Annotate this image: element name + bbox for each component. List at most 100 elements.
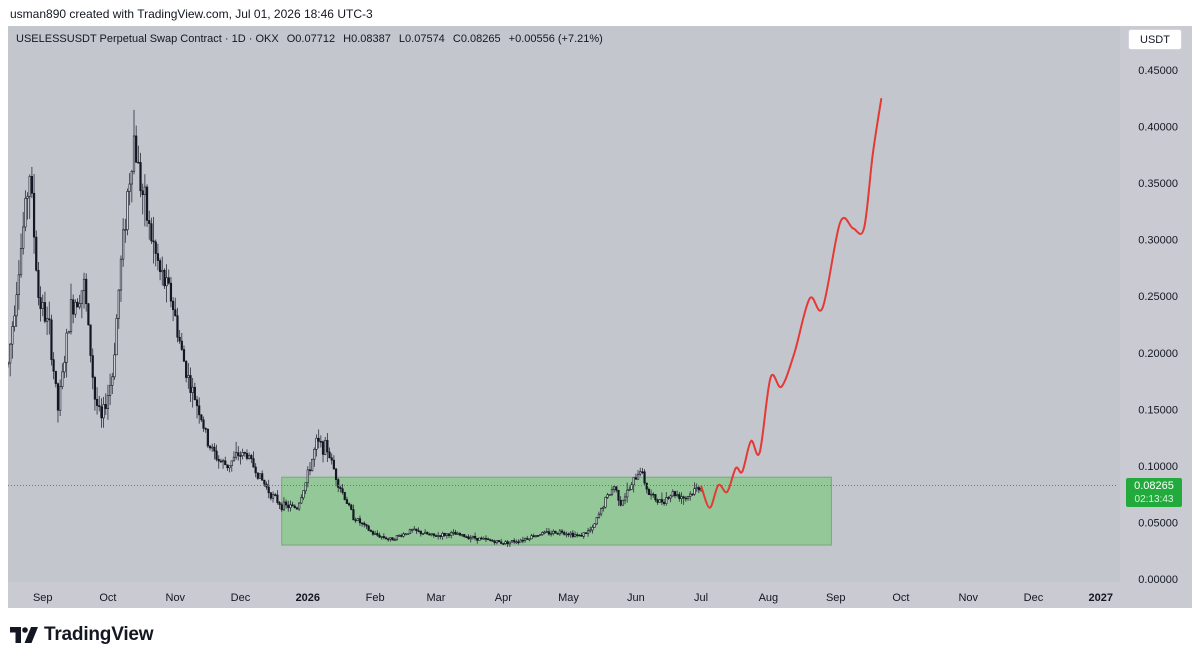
candle (282, 497, 286, 512)
candle (469, 534, 472, 543)
candle (424, 529, 427, 534)
candle (478, 537, 481, 541)
candle (367, 524, 370, 532)
candle (330, 453, 333, 465)
candle (595, 517, 598, 526)
tradingview-logo[interactable]: TradingView (10, 624, 154, 646)
candle (686, 495, 690, 501)
candle (413, 526, 416, 531)
candle (671, 489, 674, 498)
tradingview-brand-text: TradingView (44, 624, 154, 645)
candle (680, 492, 683, 504)
candle (586, 527, 590, 537)
candle (402, 532, 405, 538)
candle (13, 305, 16, 332)
ohlc-high: H0.08387 (343, 33, 391, 45)
candle (395, 535, 398, 541)
y-tick-label: 0.30000 (1138, 235, 1178, 247)
candle (213, 443, 216, 460)
candle (589, 526, 592, 533)
consolidation-range-box[interactable] (281, 476, 832, 546)
candle (582, 532, 585, 539)
candle (371, 530, 375, 536)
candle (452, 529, 455, 536)
last-price-badge: 0.08265 02:13:43 (1126, 478, 1182, 507)
candle (591, 524, 594, 534)
candle (8, 361, 10, 368)
candle (432, 533, 435, 538)
ohlc-close: C0.08265 (452, 33, 501, 45)
candle (626, 482, 629, 503)
candle (528, 538, 531, 542)
candle (87, 302, 90, 326)
projection-curve[interactable] (700, 98, 883, 509)
candle (391, 537, 394, 541)
candle (419, 530, 422, 537)
candle (600, 507, 603, 517)
candle (658, 498, 661, 503)
x-tick-label: Oct (99, 592, 116, 604)
candle (17, 260, 20, 310)
candle (191, 377, 194, 408)
candle (619, 496, 622, 507)
currency-button[interactable]: USDT (1128, 29, 1182, 50)
candle (93, 375, 97, 411)
candle (124, 218, 127, 243)
candle (415, 528, 418, 535)
candle (693, 482, 696, 496)
candle (100, 398, 103, 428)
candle (636, 470, 640, 480)
candle (621, 499, 624, 506)
candle (287, 500, 290, 512)
candle (274, 492, 277, 497)
candle (261, 470, 264, 481)
candle (321, 440, 325, 463)
candle (32, 173, 36, 254)
price-chart[interactable]: 0.45000 0.40000 0.35000 0.30000 0.25000 0.200… (8, 26, 1192, 608)
candle (343, 491, 346, 501)
y-tick-label: 0.45000 (1138, 65, 1178, 77)
candle (593, 523, 596, 528)
candle (630, 482, 633, 490)
candle (169, 276, 173, 308)
x-tick-label: Feb (366, 592, 385, 604)
attribution-text: usman890 created with TradingView.com, J… (10, 7, 373, 21)
candle (426, 531, 429, 535)
candle (558, 528, 561, 536)
candle (476, 537, 479, 544)
candle (80, 290, 83, 319)
candle (28, 174, 31, 219)
candle (493, 539, 496, 545)
x-tick-label: Jul (694, 592, 708, 604)
candle (200, 414, 203, 423)
candle (660, 492, 664, 506)
y-tick-label: 0.40000 (1138, 122, 1178, 134)
candle (374, 530, 377, 535)
y-tick-label: 0.05000 (1138, 517, 1178, 529)
candle (113, 342, 116, 380)
candle (447, 533, 451, 538)
candle (491, 539, 494, 542)
candle (526, 535, 529, 540)
chart-frame[interactable]: 0.45000 0.40000 0.35000 0.30000 0.25000 0.200… (8, 26, 1192, 608)
candle (545, 528, 548, 533)
candle (597, 511, 601, 519)
candle (187, 363, 190, 389)
candle (143, 174, 146, 227)
candle (206, 428, 209, 448)
candle (102, 396, 105, 428)
candle (267, 479, 270, 499)
ohlc-open: O0.07712 (286, 33, 336, 45)
candle (145, 184, 149, 227)
x-tick-label: Apr (495, 592, 512, 604)
candle (382, 533, 385, 540)
candle (48, 301, 51, 335)
candle (615, 486, 618, 493)
candle (50, 314, 53, 366)
ohlc-low: L0.07574 (398, 33, 445, 45)
candle (295, 506, 299, 510)
y-tick-label: 0.15000 (1138, 404, 1178, 416)
candle (276, 490, 279, 505)
candle (473, 532, 477, 541)
candle (654, 493, 657, 503)
